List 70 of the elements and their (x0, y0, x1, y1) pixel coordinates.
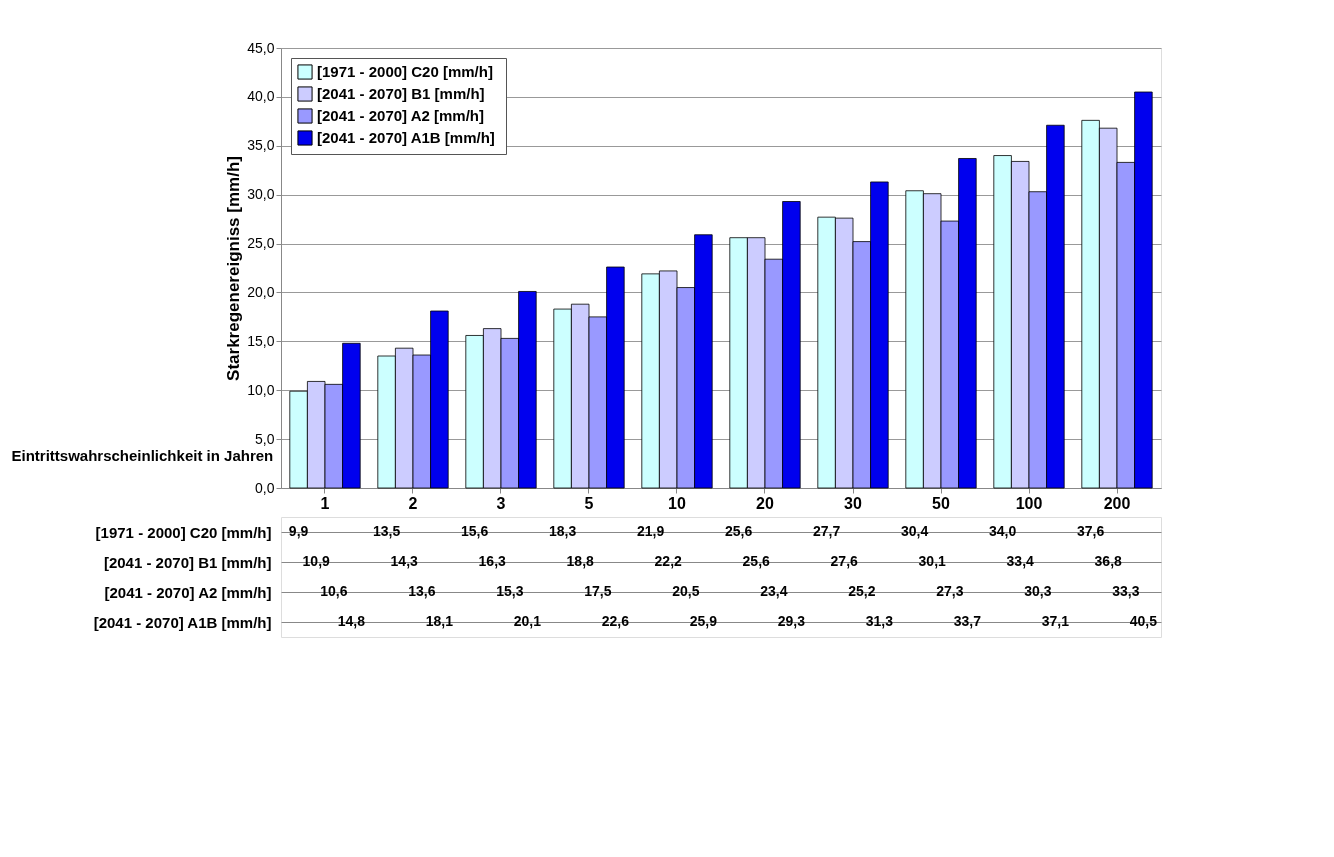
data-label: 21,9 (636, 523, 665, 539)
data-label: 33,7 (953, 613, 982, 629)
text: [2041 - 2070] A2 [mm/h] (104, 583, 272, 601)
data-label: 30,1 (918, 553, 947, 569)
data-label: 33,4 (1006, 553, 1035, 569)
y-tick-label: 45,0 (247, 39, 275, 56)
y-tick-label: 20,0 (247, 283, 275, 300)
legend-label: [2041 - 2070] A1B [mm/h] (317, 129, 495, 146)
data-label: 36,8 (1094, 553, 1123, 569)
data-label: 25,9 (689, 613, 718, 629)
data-label: 16,3 (478, 553, 507, 569)
data-label: 10,6 (320, 583, 348, 599)
y-tick-label: 5,0 (255, 430, 275, 447)
data-label: 23,4 (760, 583, 788, 599)
y-axis-title: Starkregenereigniss [mm/h] (224, 156, 244, 381)
text: [2041 - 2070] B1 [mm/h] (103, 553, 272, 571)
data-label: 14,3 (390, 553, 419, 569)
x-tick-label: 5 (584, 494, 594, 512)
data-label: 25,6 (742, 553, 771, 569)
data-label: 13,6 (408, 583, 436, 599)
data-label: 20,5 (672, 583, 700, 599)
data-label: 25,2 (848, 583, 876, 599)
data-label: 14,8 (337, 613, 366, 629)
data-label: 20,1 (513, 613, 542, 629)
y-tick-label: 15,0 (247, 332, 275, 349)
x-tick-label: 2 (408, 494, 418, 512)
data-label: 29,3 (777, 613, 806, 629)
data-label: 13,5 (372, 523, 401, 539)
data-label: 27,7 (812, 523, 841, 539)
text: [2041 - 2070] A1B [mm/h] (93, 613, 272, 631)
y-tick-label: 30,0 (247, 186, 275, 203)
data-label: 33,3 (1112, 583, 1140, 599)
data-label: 15,6 (460, 523, 489, 539)
data-label: 9,9 (288, 523, 309, 539)
data-label: 18,1 (425, 613, 454, 629)
text: [1971 - 2000] C20 [mm/h] (95, 523, 272, 541)
data-label: 27,3 (936, 583, 964, 599)
data-label: 30,4 (900, 523, 929, 539)
y-tick-label: 35,0 (247, 137, 275, 154)
data-label: 10,9 (302, 553, 331, 569)
data-label: 40,5 (1129, 613, 1158, 629)
data-label: 34,0 (988, 523, 1017, 539)
data-label: 15,3 (496, 583, 524, 599)
x-tick-label: 100 (1015, 494, 1043, 512)
x-tick-label: 20 (756, 494, 774, 512)
data-label: 18,8 (566, 553, 595, 569)
x-axis-title: Eintrittswahrscheinlichkeit in Jahren (11, 446, 274, 464)
data-label: 37,6 (1076, 523, 1105, 539)
data-label: 25,6 (724, 523, 753, 539)
x-tick-label: 30 (844, 494, 862, 512)
data-label: 22,6 (601, 613, 630, 629)
y-tick-label: 25,0 (247, 235, 275, 252)
data-label: 31,3 (865, 613, 894, 629)
x-tick-label: 50 (932, 494, 950, 512)
data-label: 37,1 (1041, 613, 1070, 629)
x-tick-label: 1 (320, 494, 330, 512)
y-tick-label: 40,0 (247, 88, 275, 105)
x-tick-label: 10 (668, 494, 686, 512)
legend-label: [2041 - 2070] A2 [mm/h] (317, 107, 485, 124)
data-label: 27,6 (830, 553, 859, 569)
data-label: 22,2 (654, 553, 683, 569)
data-label: 17,5 (584, 583, 612, 599)
y-tick-label: 0,0 (255, 479, 275, 496)
legend-label: [1971 - 2000] C20 [mm/h] (317, 63, 493, 80)
x-tick-label: 3 (496, 494, 506, 512)
data-label: 30,3 (1024, 583, 1052, 599)
y-tick-label: 10,0 (247, 381, 275, 398)
data-label: 18,3 (548, 523, 577, 539)
x-tick-label: 200 (1103, 494, 1131, 512)
legend-label: [2041 - 2070] B1 [mm/h] (317, 85, 485, 102)
